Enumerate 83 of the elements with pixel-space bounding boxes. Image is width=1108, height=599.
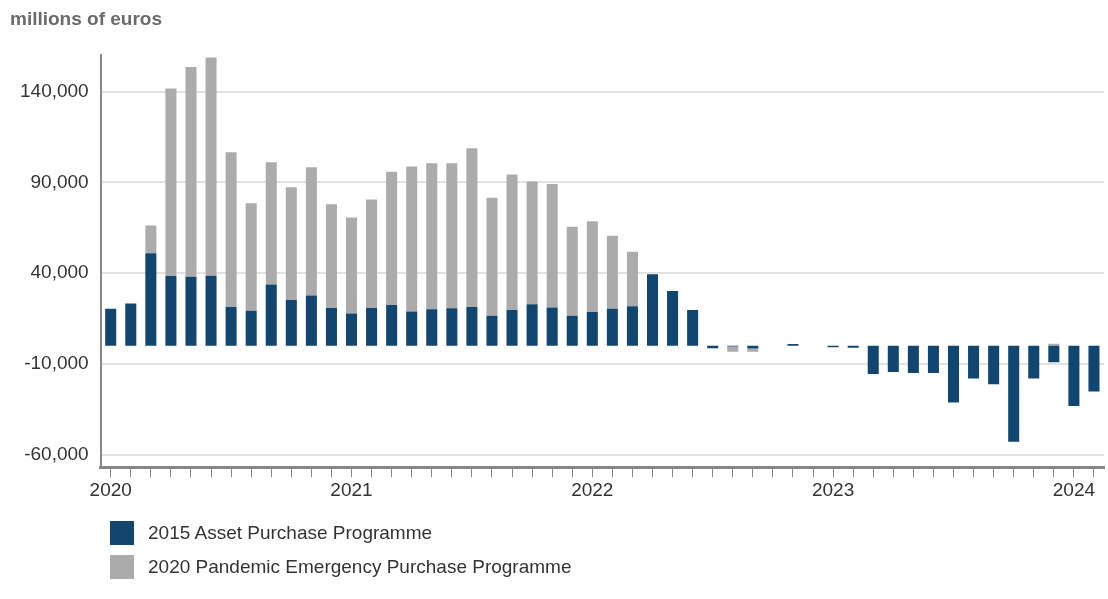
- bar: [586, 311, 598, 346]
- bar: [325, 204, 337, 308]
- bar: [1068, 345, 1080, 407]
- bar: [225, 152, 237, 308]
- bar: [305, 167, 317, 296]
- bar: [466, 307, 478, 346]
- bar: [566, 226, 578, 316]
- y-tick-label: 140,000: [19, 79, 89, 101]
- bar: [606, 308, 618, 346]
- y-axis-title: millions of euros: [10, 8, 164, 31]
- bar: [486, 315, 498, 346]
- bar: [165, 275, 177, 346]
- bar: [867, 345, 879, 374]
- bar: [145, 253, 157, 346]
- bar: [907, 345, 919, 374]
- bar: [265, 284, 277, 346]
- bar: [887, 345, 899, 372]
- bar: [426, 163, 438, 310]
- bar: [968, 345, 980, 379]
- bar: [366, 307, 378, 346]
- bar: [426, 309, 438, 346]
- bar: [285, 187, 297, 301]
- bar: [506, 174, 518, 310]
- bar: [1008, 345, 1020, 442]
- bar: [305, 295, 317, 346]
- bar: [626, 251, 638, 307]
- bar: [205, 275, 217, 346]
- bar: [225, 307, 237, 346]
- x-tick-label: 2023: [811, 478, 855, 500]
- bar: [646, 274, 659, 346]
- bar: [345, 313, 358, 346]
- bar: [145, 225, 157, 254]
- bar: [466, 148, 478, 308]
- bar: [205, 57, 217, 276]
- bar: [566, 315, 578, 346]
- bar: [606, 235, 618, 309]
- bar: [526, 304, 538, 346]
- y-tick-label: -10,000: [24, 352, 89, 374]
- bar: [265, 162, 277, 285]
- bar: [847, 345, 859, 348]
- bar: [1088, 345, 1100, 392]
- legend-label: 2020 Pandemic Emergency Purchase Programme: [148, 556, 572, 578]
- bar: [366, 199, 378, 308]
- bar: [325, 307, 337, 346]
- bar: [546, 307, 558, 346]
- bar: [386, 171, 398, 306]
- bar: [506, 309, 518, 346]
- bar: [947, 345, 960, 403]
- bar: [165, 88, 177, 276]
- bar: [626, 306, 638, 346]
- bar: [406, 311, 418, 346]
- bar: [486, 197, 498, 316]
- bar: [105, 308, 117, 346]
- bar: [667, 291, 679, 346]
- bar: [245, 310, 257, 346]
- bar: [526, 181, 538, 305]
- x-tick-label: 2024: [1052, 478, 1096, 500]
- legend-label: 2015 Asset Purchase Programme: [148, 522, 433, 544]
- bar: [245, 203, 257, 311]
- bar: [125, 303, 137, 346]
- x-tick-label: 2022: [571, 478, 614, 500]
- bar: [446, 163, 458, 309]
- x-tick-label: 2020: [89, 478, 132, 500]
- bar: [927, 345, 939, 374]
- bar: [1048, 345, 1060, 363]
- bar: [406, 166, 418, 312]
- bar: [185, 67, 197, 277]
- bar: [285, 300, 297, 346]
- bar: [546, 184, 558, 308]
- bar: [446, 308, 458, 346]
- bar: [687, 309, 699, 346]
- bar: [1048, 343, 1060, 346]
- bar: [727, 346, 739, 352]
- x-tick-label: 2021: [330, 478, 373, 500]
- bar: [345, 217, 358, 314]
- bar: [386, 305, 398, 346]
- bar: [586, 221, 598, 312]
- y-tick-label: 40,000: [30, 261, 89, 283]
- bar: [1028, 345, 1040, 379]
- y-tick-label: -60,000: [24, 442, 89, 464]
- y-tick-label: 90,000: [30, 170, 89, 192]
- bar: [988, 345, 1000, 385]
- bar: [185, 276, 197, 346]
